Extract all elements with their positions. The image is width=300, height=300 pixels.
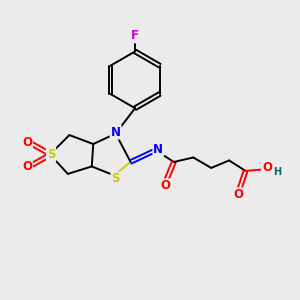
Text: O: O [22,136,32,149]
Text: S: S [111,172,120,185]
Text: N: N [153,142,164,156]
Text: O: O [262,161,272,174]
Text: S: S [47,148,56,161]
Text: O: O [233,188,243,201]
Text: H: H [273,167,282,177]
Text: N: N [111,126,121,139]
Text: O: O [160,179,170,192]
Text: F: F [131,29,139,42]
Text: O: O [22,160,32,173]
